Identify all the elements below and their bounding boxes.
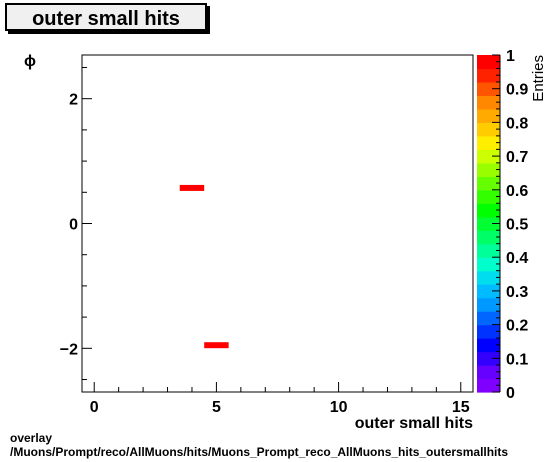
z-tick-label: 0.5 (506, 217, 528, 234)
footer-line-2: /Muons/Prompt/reco/AllMuons/hits/Muons_P… (10, 445, 509, 459)
title-box: outer small hits (5, 3, 207, 31)
z-tick-label: 0.7 (506, 149, 528, 166)
palette-swatch (477, 162, 500, 177)
data-cells (179, 184, 229, 349)
palette-swatch (477, 81, 500, 97)
x-tick-label: 15 (452, 399, 470, 416)
chart-title: outer small hits (32, 8, 180, 30)
palette-swatch (477, 95, 500, 110)
palette-swatch (477, 149, 500, 164)
footer-line-1: overlay (10, 431, 53, 445)
z-tick-label: 0.1 (506, 351, 528, 368)
z-tick-label: 0.6 (506, 183, 528, 200)
palette-swatch (477, 243, 500, 258)
z-axis: 0 0.1 0.2 0.3 0.4 0.5 0.6 0.7 0.8 0.9 1 (492, 48, 528, 402)
color-palette (477, 55, 500, 393)
palette-swatch (477, 284, 500, 299)
palette-swatch (477, 176, 500, 191)
x-tick-label: 0 (90, 399, 99, 416)
x-axis: 0 5 10 15 (90, 382, 470, 416)
palette-swatch (477, 216, 500, 231)
y-axis-title: ϕ (24, 53, 36, 70)
palette-swatch (477, 55, 500, 70)
heatmap-cell (179, 184, 205, 191)
z-tick-label: 0.2 (506, 318, 528, 335)
y-tick-label: 2 (69, 92, 78, 109)
palette-swatch (477, 351, 500, 366)
z-tick-label: 0.3 (506, 284, 528, 301)
palette-swatch (477, 297, 500, 312)
y-tick-label: −2 (60, 341, 78, 358)
x-tick-label: 10 (330, 399, 348, 416)
palette-swatch (477, 230, 500, 245)
x-tick-label: 5 (212, 399, 221, 416)
y-tick-label: 0 (69, 217, 78, 234)
palette-swatch (477, 122, 500, 137)
palette-swatch (477, 338, 500, 353)
z-tick-label: 0.9 (506, 82, 528, 99)
palette-swatch (477, 189, 500, 204)
palette-swatch (477, 378, 500, 393)
plot-frame (81, 54, 474, 393)
y-axis: −2 0 2 (60, 66, 92, 381)
z-axis-title: Entries (530, 55, 546, 102)
heatmap-cell (204, 342, 229, 349)
palette-swatch (477, 270, 500, 285)
palette-swatch (477, 365, 500, 380)
x-axis-title: outer small hits (355, 415, 473, 432)
palette-swatch (477, 257, 500, 272)
z-tick-label: 1 (506, 48, 515, 65)
palette-swatch (477, 311, 500, 326)
palette-swatch (477, 135, 500, 150)
palette-swatch (477, 203, 500, 218)
z-tick-label: 0.4 (506, 250, 528, 267)
z-tick-label: 0 (506, 385, 515, 402)
palette-swatch (477, 108, 500, 123)
palette-swatch (477, 324, 500, 339)
palette-swatch (477, 68, 500, 83)
z-tick-label: 0.8 (506, 115, 528, 132)
